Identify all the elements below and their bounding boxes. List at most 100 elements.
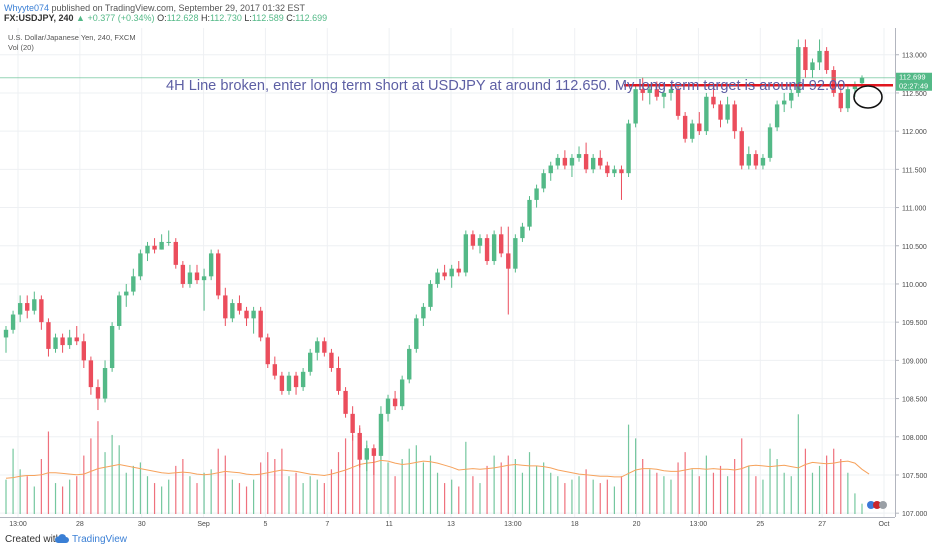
- candle-body: [414, 318, 419, 349]
- volume-bar: [543, 462, 545, 514]
- candle-body: [180, 264, 186, 284]
- last-price-box: [896, 72, 932, 91]
- candle-body: [272, 364, 278, 376]
- candle-body: [583, 154, 589, 170]
- candle-body: [541, 173, 546, 189]
- volume-bar: [182, 459, 184, 514]
- x-tick-label: Oct: [879, 521, 890, 528]
- candlesticks: [3, 39, 865, 475]
- publish-line: Whyyte074 published on TradingView.com, …: [4, 3, 305, 13]
- last-price-label: 112.699 02:27:49: [896, 72, 932, 91]
- x-tick-label: 25: [756, 521, 764, 528]
- candle-body: [831, 70, 836, 93]
- candle-body: [428, 283, 433, 307]
- volume-bar: [111, 434, 113, 514]
- volume-bar: [507, 455, 509, 514]
- candle-body: [237, 303, 242, 311]
- volume-bar: [797, 414, 799, 514]
- volume-bar: [670, 479, 672, 514]
- candle-body: [767, 127, 773, 158]
- candle-body: [711, 96, 716, 105]
- volume-bar: [295, 472, 297, 514]
- open-value: 112.628: [166, 13, 199, 23]
- volume-bar: [40, 459, 42, 514]
- volume-bar: [535, 465, 538, 514]
- hand-drawn-circle[interactable]: [853, 85, 883, 109]
- volume-bar: [61, 486, 64, 514]
- flag-icon[interactable]: [879, 501, 887, 509]
- volume-bar: [684, 452, 686, 514]
- volume-bar: [274, 459, 276, 514]
- candle-body: [152, 245, 157, 250]
- volume-bar: [217, 448, 219, 514]
- volume-ma-line: [5, 459, 870, 479]
- volume-bar: [153, 483, 156, 514]
- x-tick-label: 13:00: [504, 521, 522, 528]
- volume-bar: [861, 503, 863, 514]
- candle-body: [746, 154, 752, 166]
- candle-body: [619, 169, 624, 174]
- candle-body: [60, 337, 65, 346]
- x-tick-label: 13: [447, 521, 455, 528]
- volume-bar: [429, 455, 432, 514]
- volume-bar: [599, 483, 601, 514]
- candle-body: [803, 47, 808, 71]
- candle-body: [697, 123, 702, 132]
- tradingview-brand-link[interactable]: TradingView: [72, 534, 128, 545]
- candle-body: [449, 268, 454, 277]
- volume-bar: [309, 476, 311, 514]
- volume-bar: [415, 445, 417, 514]
- volume-bar: [451, 479, 453, 514]
- y-tick-label: 110.500: [902, 244, 927, 251]
- candle-body: [520, 226, 525, 239]
- volume-bar: [663, 476, 665, 514]
- candle-body: [95, 387, 101, 399]
- candle-body: [633, 89, 638, 124]
- y-tick-label: 109.000: [902, 358, 927, 365]
- candle-body: [322, 341, 327, 353]
- grid-lines: [0, 28, 896, 517]
- candle-body: [74, 337, 79, 342]
- candle-body: [10, 314, 16, 330]
- flag-icon[interactable]: [867, 501, 875, 509]
- time-axis[interactable]: 13:00 28 30 Sep 5 7 11 13 13:00 18 20 13:00 25 27 Oct: [9, 521, 889, 528]
- symbol-label[interactable]: FX:USDJPY, 240: [4, 13, 74, 23]
- change-value: +0.377 (+0.34%): [87, 13, 155, 23]
- candle-body: [513, 238, 518, 269]
- volume-bar: [500, 462, 502, 514]
- created-with-text: Created with: [5, 534, 62, 545]
- volume-bar: [281, 448, 283, 514]
- candle-body: [456, 268, 461, 273]
- annotation-text[interactable]: 4H Line broken, enter long term short at…: [166, 78, 845, 94]
- volume-bar: [472, 476, 474, 514]
- author-link[interactable]: Whyyte074: [4, 3, 50, 13]
- volume-bar: [359, 428, 361, 514]
- volume-bar: [741, 438, 743, 514]
- volume-bar: [712, 472, 715, 514]
- volume-bar: [203, 472, 205, 514]
- volume-bar: [394, 476, 396, 514]
- candle-body: [484, 238, 490, 262]
- volume-bar: [578, 476, 580, 514]
- candle-body: [576, 154, 582, 158]
- close-value: 112.699: [295, 13, 328, 23]
- candle-body: [647, 89, 652, 93]
- candle-body: [343, 390, 348, 414]
- y-tick-label: 111.500: [902, 167, 926, 174]
- candle-body: [548, 165, 553, 174]
- candle-body: [499, 234, 504, 254]
- y-tick-label: 109.500: [902, 320, 927, 327]
- price-axis[interactable]: 113.000 112.500 112.000 111.500 111.000 110.5…: [896, 53, 927, 518]
- event-flags[interactable]: [867, 501, 887, 509]
- candle-body: [598, 157, 603, 166]
- volume-bar: [408, 448, 410, 514]
- volume-bar: [380, 417, 382, 514]
- candle-body: [612, 169, 617, 174]
- high-label: H:: [200, 13, 210, 23]
- flag-icon[interactable]: [873, 501, 881, 509]
- candle-body: [399, 379, 405, 407]
- candle-body: [109, 325, 115, 369]
- candle-body: [244, 310, 249, 319]
- volume-bar: [104, 452, 106, 514]
